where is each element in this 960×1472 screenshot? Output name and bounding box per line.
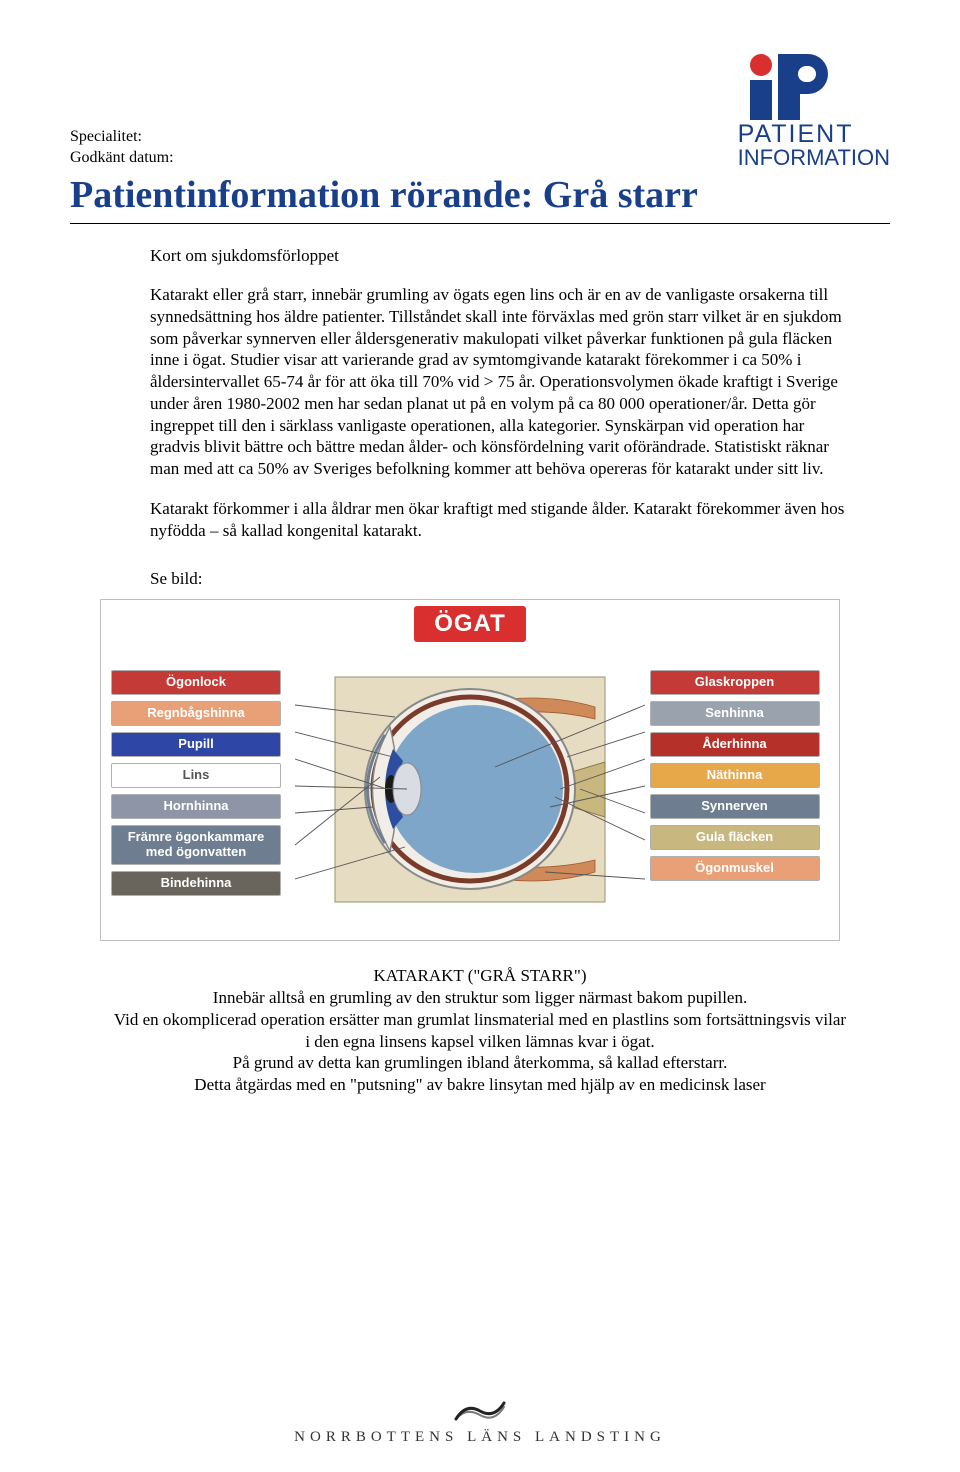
meta-block: Specialitet: Godkänt datum: [70, 127, 174, 169]
logo-line1: PATIENT [738, 122, 890, 147]
see-image-label: Se bild: [150, 569, 850, 589]
right-label-1: Senhinna [650, 701, 820, 726]
paragraph-1: Katarakt eller grå starr, innebär grumli… [150, 284, 850, 480]
right-label-column: Glaskroppen Senhinna Åderhinna Näthinna Synn… [650, 670, 830, 881]
godkant-datum-label: Godkänt datum: [70, 148, 174, 169]
caption-line-1: KATARAKT ("GRÅ STARR") [110, 965, 850, 987]
caption-block: KATARAKT ("GRÅ STARR") Innebär alltså en… [70, 965, 890, 1096]
caption-line-4: På grund av detta kan grumlingen ibland … [110, 1052, 850, 1074]
right-label-0: Glaskroppen [650, 670, 820, 695]
right-label-6: Ögonmuskel [650, 856, 820, 881]
left-label-5: Främre ögonkammare med ögonvatten [111, 825, 281, 865]
page-title: Patientinformation rörande: Grå starr [70, 173, 890, 224]
diagram-title: ÖGAT [414, 606, 526, 642]
logo-line2: INFORMATION [738, 147, 890, 169]
footer-text: NORRBOTTENS LÄNS LANDSTING [294, 1429, 666, 1445]
logo-text: PATIENT INFORMATION [738, 122, 890, 169]
caption-line-5: Detta åtgärdas med en "putsning" av bakr… [110, 1074, 850, 1096]
ip-logo-icon [746, 50, 836, 120]
logo-block: PATIENT INFORMATION [738, 50, 890, 169]
left-label-2: Pupill [111, 732, 281, 757]
eye-illustration [291, 652, 650, 932]
left-label-1: Regnbågshinna [111, 701, 281, 726]
diagram-body: Ögonlock Regnbågshinna Pupill Lins Hornhinna… [101, 646, 839, 932]
right-label-2: Åderhinna [650, 732, 820, 757]
section-subheading: Kort om sjukdomsförloppet [150, 246, 850, 266]
left-label-0: Ögonlock [111, 670, 281, 695]
left-label-column: Ögonlock Regnbågshinna Pupill Lins Hornhinna… [111, 670, 291, 896]
paragraph-2: Katarakt förkommer i alla åldrar men öka… [150, 498, 850, 542]
right-label-3: Näthinna [650, 763, 820, 788]
footer-logo-icon [450, 1397, 510, 1425]
left-label-4: Hornhinna [111, 794, 281, 819]
right-label-5: Gula fläcken [650, 825, 820, 850]
eye-diagram: ÖGAT Ögonlock Regnbågshinna Pupill Lins Horn… [100, 599, 840, 941]
specialitet-label: Specialitet: [70, 127, 174, 148]
content-body: Kort om sjukdomsförloppet Katarakt eller… [150, 246, 850, 589]
caption-line-3: Vid en okomplicerad operation ersätter m… [110, 1009, 850, 1053]
footer: NORRBOTTENS LÄNS LANDSTING [0, 1397, 960, 1446]
header: Specialitet: Godkänt datum: PATIENT INFO… [70, 50, 890, 169]
caption-line-2: Innebär alltså en grumling av den strukt… [110, 987, 850, 1009]
left-label-6: Bindehinna [111, 871, 281, 896]
right-label-4: Synnerven [650, 794, 820, 819]
left-label-3: Lins [111, 763, 281, 788]
